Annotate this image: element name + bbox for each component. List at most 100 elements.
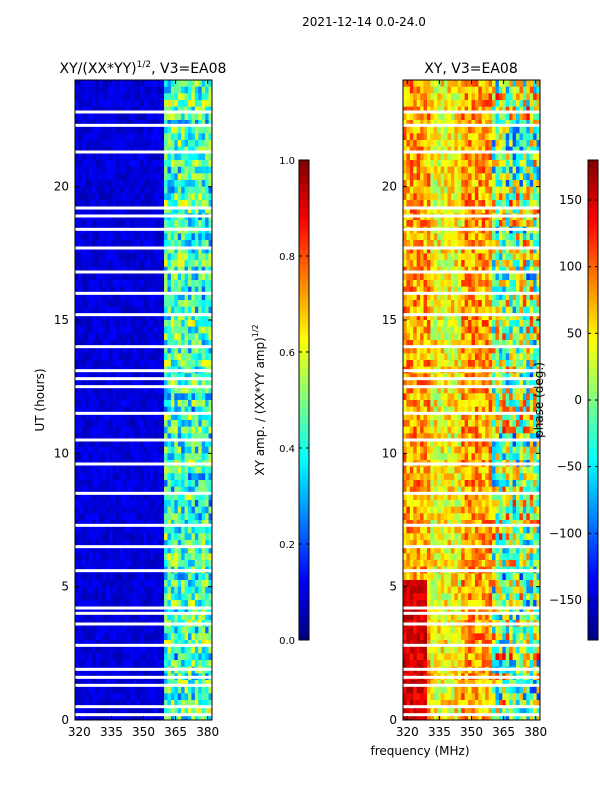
heatmap-cell — [85, 266, 90, 274]
heatmap-cell — [471, 200, 476, 208]
heatmap-cell — [512, 173, 517, 181]
heatmap-cell — [98, 660, 103, 668]
heatmap-cell — [485, 246, 490, 254]
heatmap-cell — [498, 220, 503, 228]
heatmap-cell — [413, 100, 418, 108]
heatmap-cell — [102, 86, 107, 94]
heatmap-cell — [498, 200, 503, 208]
heatmap-cell — [188, 700, 193, 708]
heatmap-cell — [122, 553, 127, 561]
heatmap-cell — [170, 440, 175, 448]
heatmap-cell — [153, 93, 158, 101]
heatmap-cell — [198, 93, 203, 101]
heatmap-cell — [78, 380, 83, 388]
heatmap-cell — [516, 113, 521, 121]
heatmap-cell — [129, 706, 134, 714]
heatmap-cell — [129, 653, 134, 661]
heatmap-cell — [208, 693, 212, 701]
heatmap-cell — [105, 340, 110, 348]
heatmap-cell — [512, 133, 517, 141]
heatmap-cell — [116, 520, 121, 528]
heatmap-cell — [150, 586, 155, 594]
heatmap-cell — [92, 580, 97, 588]
heatmap-cell — [160, 393, 165, 401]
heatmap-cell — [157, 533, 162, 541]
heatmap-cell — [430, 253, 435, 261]
heatmap-cell — [116, 446, 121, 454]
heatmap-cell — [112, 340, 117, 348]
heatmap-cell — [129, 153, 134, 161]
data-gap — [75, 438, 212, 442]
heatmap-cell — [133, 600, 138, 608]
heatmap-cell — [464, 100, 469, 108]
heatmap-cell — [184, 180, 189, 188]
heatmap-cell — [81, 233, 86, 241]
heatmap-cell — [102, 380, 107, 388]
heatmap-cell — [416, 260, 421, 268]
heatmap-cell — [88, 633, 93, 641]
heatmap-cell — [98, 300, 103, 308]
heatmap-cell — [194, 126, 199, 134]
heatmap-cell — [146, 166, 151, 174]
heatmap-cell — [112, 306, 117, 314]
heatmap-cell — [201, 600, 206, 608]
heatmap-cell — [92, 386, 97, 394]
heatmap-cell — [464, 133, 469, 141]
heatmap-cell — [126, 80, 131, 88]
heatmap-cell — [413, 260, 418, 268]
heatmap-cell — [122, 546, 127, 554]
heatmap-cell — [150, 93, 155, 101]
heatmap-cell — [105, 306, 110, 314]
heatmap-cell — [495, 146, 500, 154]
heatmap-cell — [109, 106, 114, 114]
heatmap-cell — [433, 260, 438, 268]
heatmap-cell — [126, 100, 131, 108]
heatmap-cell — [126, 606, 131, 614]
heatmap-cell — [81, 640, 86, 648]
heatmap-cell — [471, 133, 476, 141]
heatmap-cell — [157, 100, 162, 108]
heatmap-cell — [181, 233, 186, 241]
heatmap-cell — [164, 180, 169, 188]
heatmap-cell — [122, 166, 127, 174]
heatmap-cell — [471, 146, 476, 154]
heatmap-cell — [191, 453, 196, 461]
heatmap-cell — [437, 180, 442, 188]
heatmap-cell — [109, 373, 114, 381]
heatmap-cell — [85, 553, 90, 561]
heatmap-cell — [81, 580, 86, 588]
heatmap-cell — [157, 486, 162, 494]
heatmap-cell — [471, 233, 476, 241]
heatmap-cell — [450, 133, 455, 141]
heatmap-cell — [457, 233, 462, 241]
heatmap-cell — [184, 373, 189, 381]
heatmap-cell — [109, 700, 114, 708]
heatmap-cell — [112, 400, 117, 408]
heatmap-cell — [119, 380, 124, 388]
heatmap-cell — [201, 633, 206, 641]
heatmap-cell — [188, 660, 193, 668]
heatmap-cell — [177, 326, 182, 334]
heatmap-cell — [191, 120, 196, 128]
heatmap-cell — [464, 173, 469, 181]
heatmap-cell — [95, 466, 100, 474]
heatmap-cell — [516, 80, 521, 88]
heatmap-cell — [177, 200, 182, 208]
heatmap-cell — [498, 100, 503, 108]
heatmap-cell — [164, 86, 169, 94]
heatmap-cell — [95, 300, 100, 308]
heatmap-cell — [150, 466, 155, 474]
heatmap-cell — [105, 166, 110, 174]
heatmap-cell — [105, 206, 110, 214]
heatmap-cell — [454, 106, 459, 114]
heatmap-cell — [471, 240, 476, 248]
heatmap-cell — [102, 513, 107, 521]
heatmap-cell — [208, 413, 212, 421]
heatmap-cell — [122, 233, 127, 241]
heatmap-cell — [167, 400, 172, 408]
heatmap-cell — [95, 133, 100, 141]
heatmap-cell — [102, 540, 107, 548]
heatmap-cell — [126, 533, 131, 541]
heatmap-cell — [75, 306, 80, 314]
heatmap-cell — [122, 280, 127, 288]
